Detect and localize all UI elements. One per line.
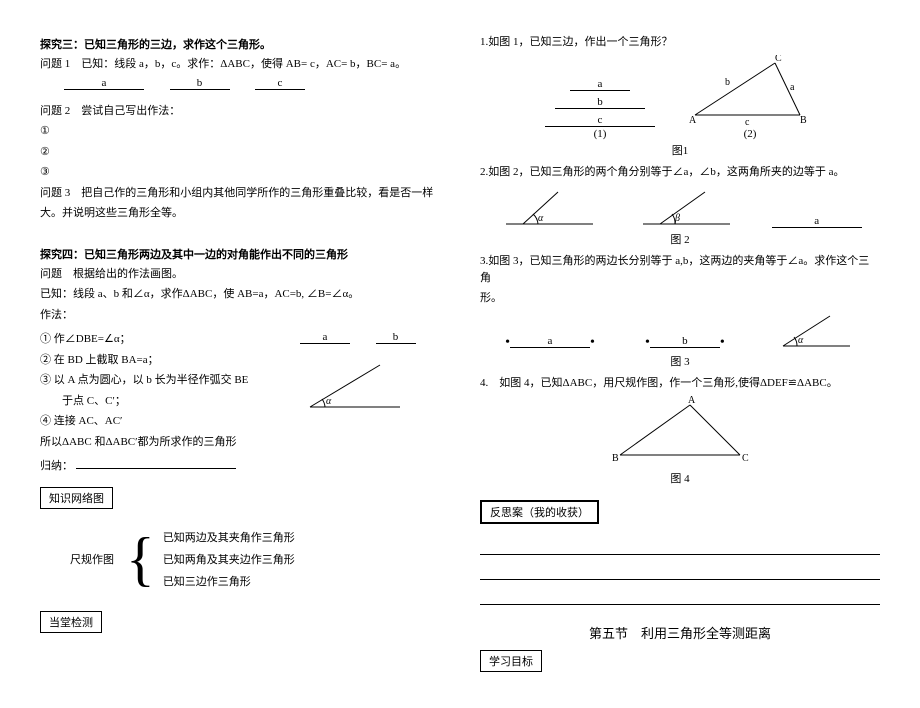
explore3-title: 探究三：已知三角形的三边，求作这个三角形。 [40,36,440,52]
brace-head: 尺规作图 [70,551,114,567]
fig1-a: a [598,78,603,90]
t4-step4: ④ 连接 AC、AC′ [40,413,300,430]
brace-icon: { [126,529,155,589]
t4-step1: ① 作∠DBE=∠α； [40,331,300,348]
step-1: ① [40,123,440,140]
svg-text:c: c [745,117,750,125]
angle-alpha-svg: α [300,357,410,412]
brace-item-3: 已知三边作三角形 [163,573,295,589]
ruled-line [480,580,880,605]
explore4-q: 问题 根据给出的作法画图。 [40,266,440,283]
seg-a2: a [323,331,328,343]
fig1-c: c [598,114,603,126]
t4-step2: ② 在 BD 上截取 BA=a； [40,352,300,369]
svg-text:C: C [775,55,782,64]
svg-text:B: B [612,453,619,464]
explore4-steps-label: 作法： [40,307,440,324]
q1: 1.如图 1，已知三边，作出一个三角形？ [480,34,880,51]
fig3-a: a [548,335,553,347]
summary-row: 归纳： [40,458,440,475]
fig1-sub1: (1) [545,128,655,140]
summary-label: 归纳： [40,460,73,472]
brace-item-2: 已知两角及其夹边作三角形 [163,551,295,567]
seg-b-label: b [197,77,203,89]
brace-block: 尺规作图 { 已知两边及其夹角作三角形 已知两角及其夹边作三角形 已知三边作三角… [70,523,440,595]
explore3-q2: 问题 2 尝试自己写出作法： [40,103,440,120]
knowledge-net-label: 知识网络图 [40,487,113,509]
q2: 2.如图 2，已知三角形的两个角分别等于∠a，∠b，这两角所夹的边等于 a。 [480,164,880,181]
left-column: 探究三：已知三角形的三边，求作这个三角形。 问题 1 已知：线段 a，b，c。求… [40,30,440,678]
fig4-svg: A B C [480,395,880,468]
svg-text:α: α [798,335,804,346]
svg-text:β: β [674,213,680,224]
reflect-label: 反思案（我的收获） [480,500,599,524]
fig3-b: b [682,335,688,347]
q3b: 形。 [480,290,880,307]
fig3-row: •a• •b• α [480,311,880,351]
svg-text:b: b [725,77,730,88]
right-column: 1.如图 1，已知三边，作出一个三角形？ a b c (1) A B C b a [480,30,880,678]
explore3-q3b: 大。并说明这些三角形全等。 [40,205,440,222]
fig1-sub2: (2) [685,128,815,140]
fig1-left: a b c (1) [545,80,655,140]
check-label: 当堂检测 [40,611,102,633]
seg-c-label: c [278,77,283,89]
explore3-q1: 问题 1 已知：线段 a，b，c。求作：ΔABC，使得 AB= c，AC= b，… [40,56,440,73]
step-2: ② [40,144,440,161]
goal-label: 学习目标 [480,650,542,672]
brace-item-1: 已知两边及其夹角作三角形 [163,529,295,545]
ruled-line [480,555,880,580]
next-section-title: 第五节 利用三角形全等测距离 [480,623,880,642]
svg-text:C: C [742,453,749,464]
svg-text:A: A [689,115,697,125]
fig1-right: A B C b a c (2) [685,55,815,140]
fig2-row: α β a [480,184,880,229]
ruled-line [480,530,880,555]
svg-text:a: a [790,82,795,93]
t4-conclusion: 所以ΔABC 和ΔABC′都为所求作的三角形 [40,434,300,451]
explore4-title: 探究四：已知三角形两边及其中一边的对角能作出不同的三角形 [40,246,440,262]
explore4-given: 已知：线段 a、b 和∠α，求作ΔABC，使 AB=a，AC=b, ∠B=∠α。 [40,286,440,303]
svg-text:α: α [326,396,332,407]
seg-a-label: a [102,77,107,89]
fig2-a: a [814,215,819,227]
q3a: 3.如图 3，已知三角形的两边长分别等于 a,b，这两边的夹角等于∠a。求作这个… [480,253,880,286]
fig2-label: 图 2 [480,231,880,247]
svg-text:A: A [688,395,696,406]
svg-text:α: α [538,213,544,224]
explore3-q3a: 问题 3 把自己作的三角形和小组内其他同学所作的三角形重叠比较，看是否一样 [40,185,440,202]
step-3: ③ [40,164,440,181]
fig1-label: 图1 [480,142,880,158]
t4-step3a: ③ 以 A 点为圆心，以 b 长为半径作弧交 BE [40,372,300,389]
fig4-label: 图 4 [480,470,880,486]
explore4-diagram: a b α [300,327,440,454]
svg-text:B: B [800,115,807,125]
fig1-b: b [597,96,603,108]
q4: 4. 如图 4，已知ΔABC，用尺规作图，作一个三角形,使得ΔDEF≌ΔABC。 [480,375,880,392]
segments-abc: a b c [64,79,440,91]
fig3-label: 图 3 [480,353,880,369]
t4-step3b: 于点 C、C′； [40,393,300,410]
seg-b2: b [393,331,399,343]
